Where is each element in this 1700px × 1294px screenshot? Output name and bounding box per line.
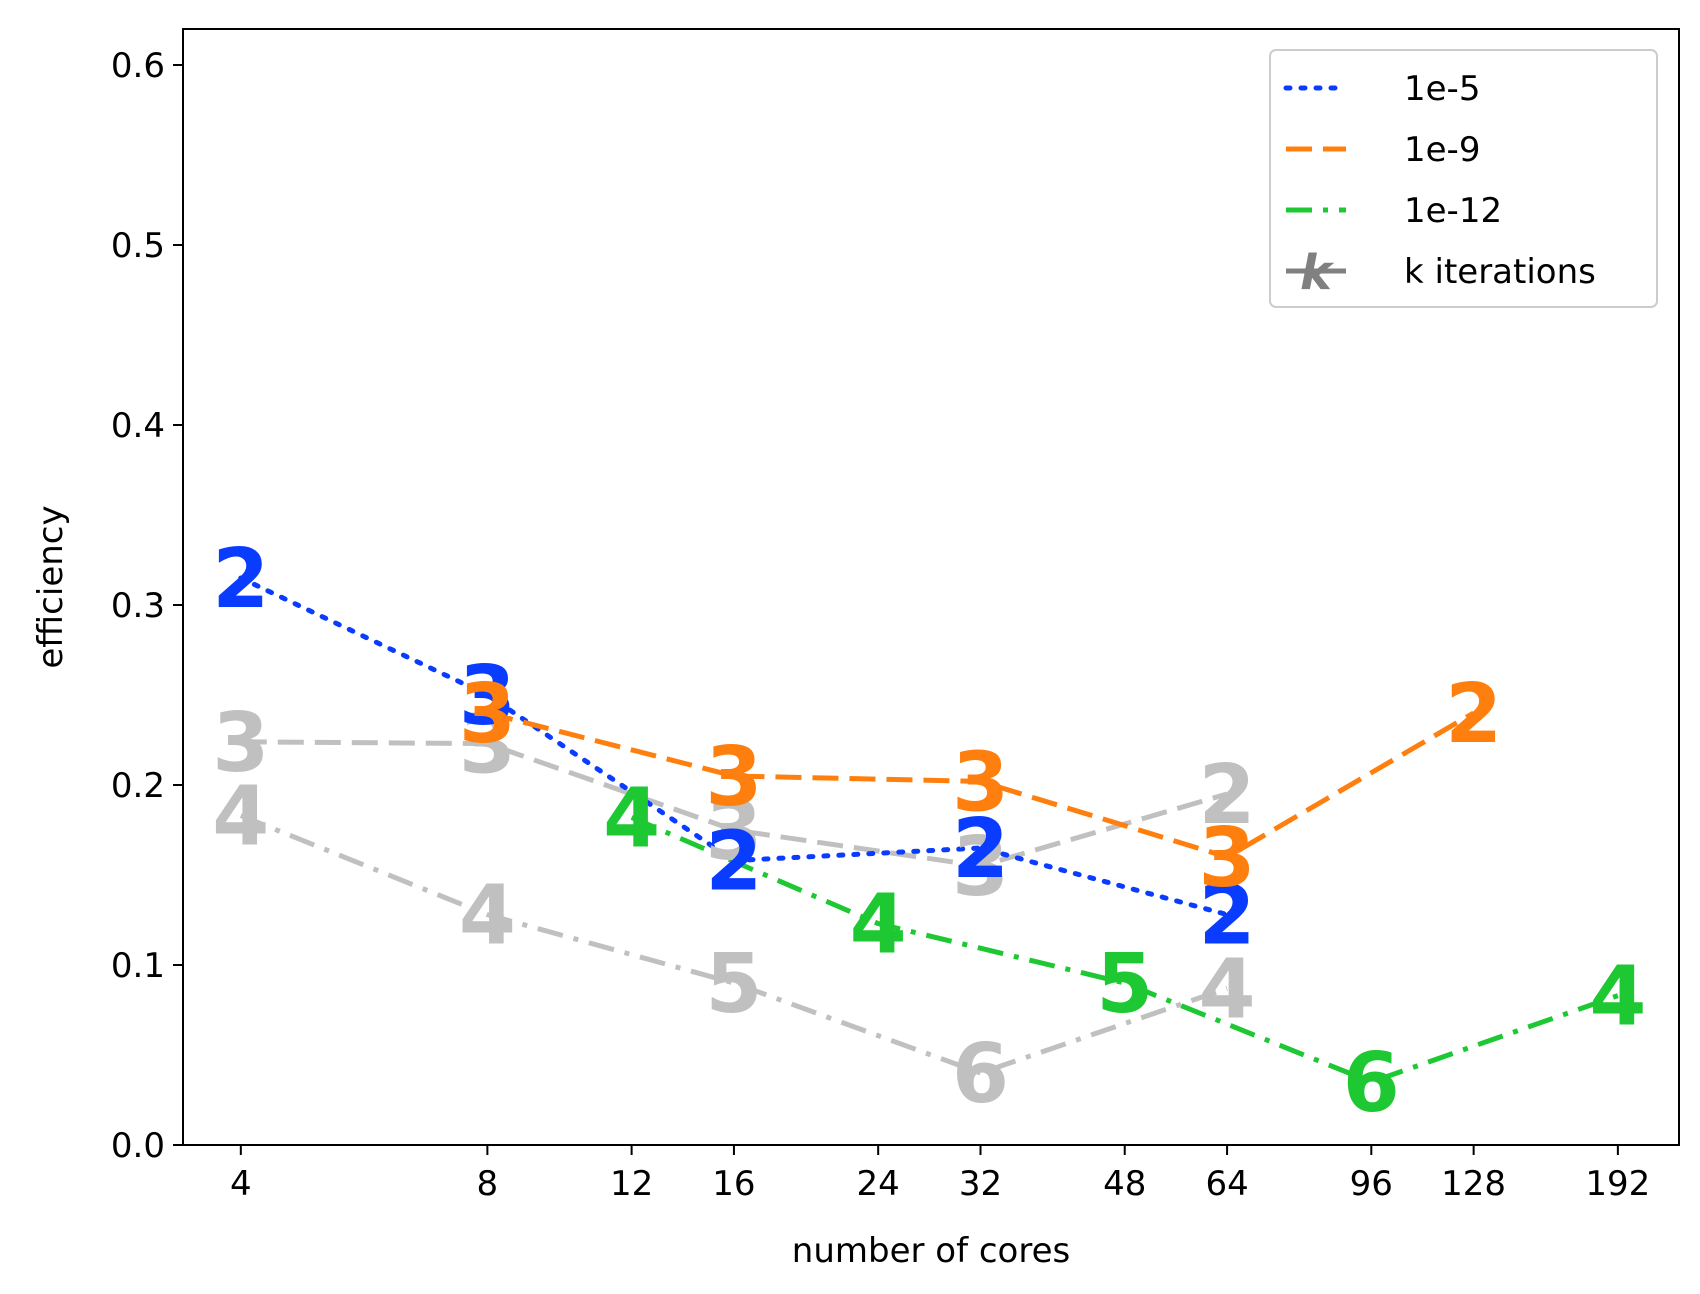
legend-marker-k: k xyxy=(1300,245,1335,301)
iteration-count-label: 5 xyxy=(1096,937,1153,1032)
legend: 1e-5 1e-9 1e-12 k k iterations xyxy=(1269,49,1658,308)
iteration-count-label: 4 xyxy=(459,869,516,964)
legend-box xyxy=(1269,49,1658,308)
iteration-count-label: 6 xyxy=(1343,1036,1400,1131)
x-tick-label: 128 xyxy=(1441,1164,1506,1204)
iteration-count-label: 6 xyxy=(952,1027,1009,1122)
iteration-count-label: 3 xyxy=(952,735,1009,830)
iteration-count-label: 4 xyxy=(212,770,269,865)
series-line xyxy=(630,815,1619,1085)
iteration-count-label: 3 xyxy=(459,667,516,762)
x-tick-label: 96 xyxy=(1350,1164,1393,1204)
iteration-count-label: 3 xyxy=(952,820,1009,915)
iteration-count-label: 3 xyxy=(212,696,269,791)
legend-label: 1e-5 xyxy=(1404,69,1480,109)
y-axis-ticks: 0.0 0.1 0.2 0.3 0.4 0.5 0.6 xyxy=(111,46,183,1166)
series-line xyxy=(239,813,1228,1076)
iteration-count-label: 2 xyxy=(212,532,269,627)
iteration-count-label: 4 xyxy=(1199,942,1256,1037)
iteration-count-label: 5 xyxy=(705,937,762,1032)
iteration-count-label: 2 xyxy=(1199,869,1256,964)
iteration-count-label: 3 xyxy=(459,649,516,744)
x-axis-ticks: 4 8 12 16 24 32 48 64 96 128 192 xyxy=(230,1145,1650,1204)
iteration-count-label: 2 xyxy=(1445,667,1502,762)
y-tick-label: 0.6 xyxy=(111,46,165,86)
y-tick-label: 0.4 xyxy=(111,406,165,446)
x-tick-label: 8 xyxy=(477,1164,499,1204)
x-axis-label: number of cores xyxy=(792,1231,1070,1271)
iteration-count-label: 4 xyxy=(603,771,660,866)
y-axis-label: efficiency xyxy=(31,505,71,668)
x-tick-label: 24 xyxy=(857,1164,900,1204)
legend-label: k iterations xyxy=(1404,252,1596,292)
x-tick-label: 4 xyxy=(230,1164,252,1204)
y-tick-label: 0.3 xyxy=(111,586,165,626)
y-tick-label: 0.0 xyxy=(111,1126,165,1166)
x-tick-label: 12 xyxy=(610,1164,653,1204)
x-tick-label: 16 xyxy=(712,1164,755,1204)
legend-label: 1e-12 xyxy=(1404,191,1502,231)
iteration-count-label: 3 xyxy=(705,784,762,879)
y-tick-label: 0.5 xyxy=(111,226,165,266)
iteration-count-label: 4 xyxy=(850,878,907,973)
iteration-count-label: 4 xyxy=(1589,950,1646,1045)
y-tick-label: 0.1 xyxy=(111,946,165,986)
iteration-count-label: 3 xyxy=(705,730,762,825)
series-line xyxy=(240,739,1228,869)
iteration-count-label: 3 xyxy=(459,698,516,793)
legend-label: 1e-9 xyxy=(1404,130,1480,170)
series-layer xyxy=(238,575,1619,1085)
x-tick-label: 192 xyxy=(1585,1164,1650,1204)
iteration-count-label: 2 xyxy=(1199,748,1256,843)
iteration-count-label: 2 xyxy=(952,802,1009,897)
series-line xyxy=(486,710,1475,860)
plot-frame xyxy=(182,28,1680,1146)
x-tick-label: 32 xyxy=(959,1164,1002,1204)
x-tick-label: 64 xyxy=(1205,1164,1248,1204)
iteration-count-label: 3 xyxy=(1199,811,1256,906)
iteration-count-label: 2 xyxy=(705,815,762,910)
y-tick-label: 0.2 xyxy=(111,766,165,806)
x-tick-label: 48 xyxy=(1103,1164,1146,1204)
